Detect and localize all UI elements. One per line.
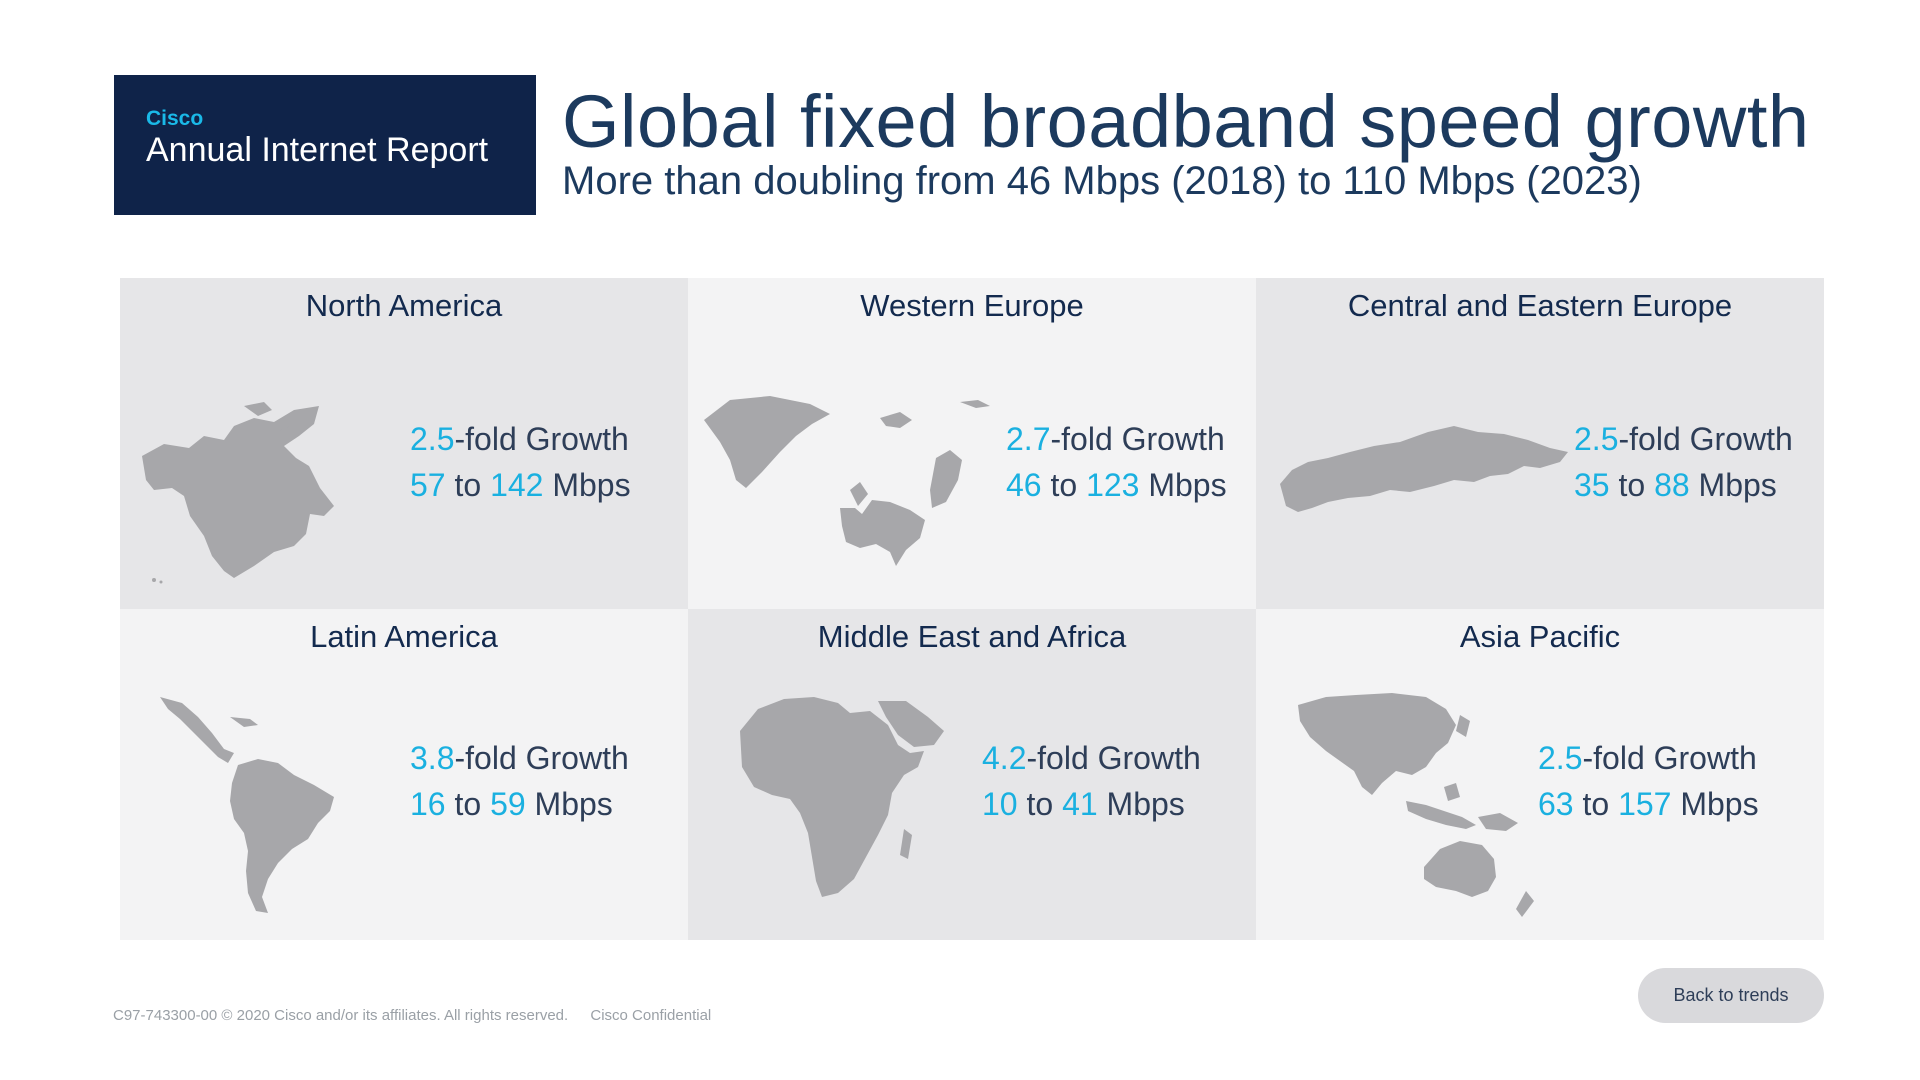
fold-label: -fold Growth <box>454 740 629 776</box>
brand-name: Cisco <box>146 107 204 130</box>
region-card-asia-pacific: Asia Pacific 2.5-fold Growth 63 to 157 M… <box>1256 609 1824 940</box>
speed-to: 88 <box>1654 467 1690 503</box>
growth-stat: 2.5-fold Growth 35 to 88 Mbps <box>1574 416 1793 508</box>
speed-to: 142 <box>490 467 544 503</box>
fold-value: 2.7 <box>1006 421 1051 457</box>
speed-to: 41 <box>1062 786 1098 822</box>
speed-from: 46 <box>1006 467 1042 503</box>
region-title: Western Europe <box>860 288 1084 323</box>
report-name: Annual Internet Report <box>146 131 489 169</box>
middle-east-africa-map-icon <box>740 697 944 897</box>
region-card-middle-east-africa: Middle East and Africa 4.2-fold Growth 1… <box>688 609 1256 940</box>
page-subtitle: More than doubling from 46 Mbps (2018) t… <box>562 159 1642 203</box>
growth-stat: 2.5-fold Growth 63 to 157 Mbps <box>1538 735 1759 827</box>
footer: C97-743300-00 © 2020 Cisco and/or its af… <box>113 1007 729 1024</box>
report-brand-box: Cisco Annual Internet Report <box>114 75 536 215</box>
speed-to: 157 <box>1618 786 1672 822</box>
speed-unit: Mbps <box>552 467 631 503</box>
speed-from: 16 <box>410 786 446 822</box>
region-title: Middle East and Africa <box>817 619 1127 654</box>
growth-stat: 4.2-fold Growth 10 to 41 Mbps <box>982 735 1201 827</box>
north-america-map-icon <box>142 402 334 584</box>
speed-from: 63 <box>1538 786 1574 822</box>
central-eastern-europe-map-icon <box>1280 426 1568 512</box>
speed-unit: Mbps <box>534 786 613 822</box>
region-card-north-america: North America 2.5-fold Growth 57 to 142 … <box>120 278 688 609</box>
region-title: North America <box>305 288 503 323</box>
fold-label: -fold Growth <box>1026 740 1201 776</box>
growth-stat: 2.5-fold Growth 57 to 142 Mbps <box>410 416 631 508</box>
western-europe-map-icon <box>704 396 990 566</box>
speed-unit: Mbps <box>1680 786 1759 822</box>
back-to-trends-button[interactable]: Back to trends <box>1638 968 1824 1023</box>
copyright-text: C97-743300-00 © 2020 Cisco and/or its af… <box>113 1007 569 1024</box>
to-word: to <box>454 786 482 822</box>
region-title: Latin America <box>310 619 498 654</box>
fold-label: -fold Growth <box>454 421 629 457</box>
region-card-western-europe: Western Europe 2.7-fold Growth 46 to 123… <box>688 278 1256 609</box>
region-card-central-eastern-europe: Central and Eastern Europe 2.5-fold Grow… <box>1256 278 1824 609</box>
fold-value: 2.5 <box>410 421 455 457</box>
to-word: to <box>1582 786 1610 822</box>
speed-unit: Mbps <box>1148 467 1227 503</box>
speed-to: 123 <box>1086 467 1140 503</box>
to-word: to <box>1050 467 1078 503</box>
speed-unit: Mbps <box>1106 786 1185 822</box>
fold-label: -fold Growth <box>1618 421 1793 457</box>
speed-to: 59 <box>490 786 526 822</box>
to-word: to <box>1026 786 1054 822</box>
confidential-label: Cisco Confidential <box>590 1007 712 1024</box>
growth-stat: 3.8-fold Growth 16 to 59 Mbps <box>410 735 629 827</box>
region-title: Asia Pacific <box>1459 619 1621 654</box>
to-word: to <box>454 467 482 503</box>
regions-grid: North America 2.5-fold Growth 57 to 142 … <box>120 278 1824 940</box>
fold-label: -fold Growth <box>1582 740 1757 776</box>
asia-pacific-map-icon <box>1298 693 1534 917</box>
speed-unit: Mbps <box>1698 467 1777 503</box>
region-title: Central and Eastern Europe <box>1347 288 1733 323</box>
fold-value: 2.5 <box>1574 421 1619 457</box>
fold-label: -fold Growth <box>1050 421 1225 457</box>
fold-value: 2.5 <box>1538 740 1583 776</box>
speed-from: 10 <box>982 786 1018 822</box>
speed-from: 35 <box>1574 467 1610 503</box>
fold-value: 3.8 <box>410 740 455 776</box>
region-card-latin-america: Latin America 3.8-fold Growth 16 to 59 M… <box>120 609 688 940</box>
page-title: Global fixed broadband speed growth <box>562 80 1810 163</box>
growth-stat: 2.7-fold Growth 46 to 123 Mbps <box>1006 416 1227 508</box>
fold-value: 4.2 <box>982 740 1027 776</box>
latin-america-map-icon <box>160 697 334 913</box>
speed-from: 57 <box>410 467 446 503</box>
to-word: to <box>1618 467 1646 503</box>
